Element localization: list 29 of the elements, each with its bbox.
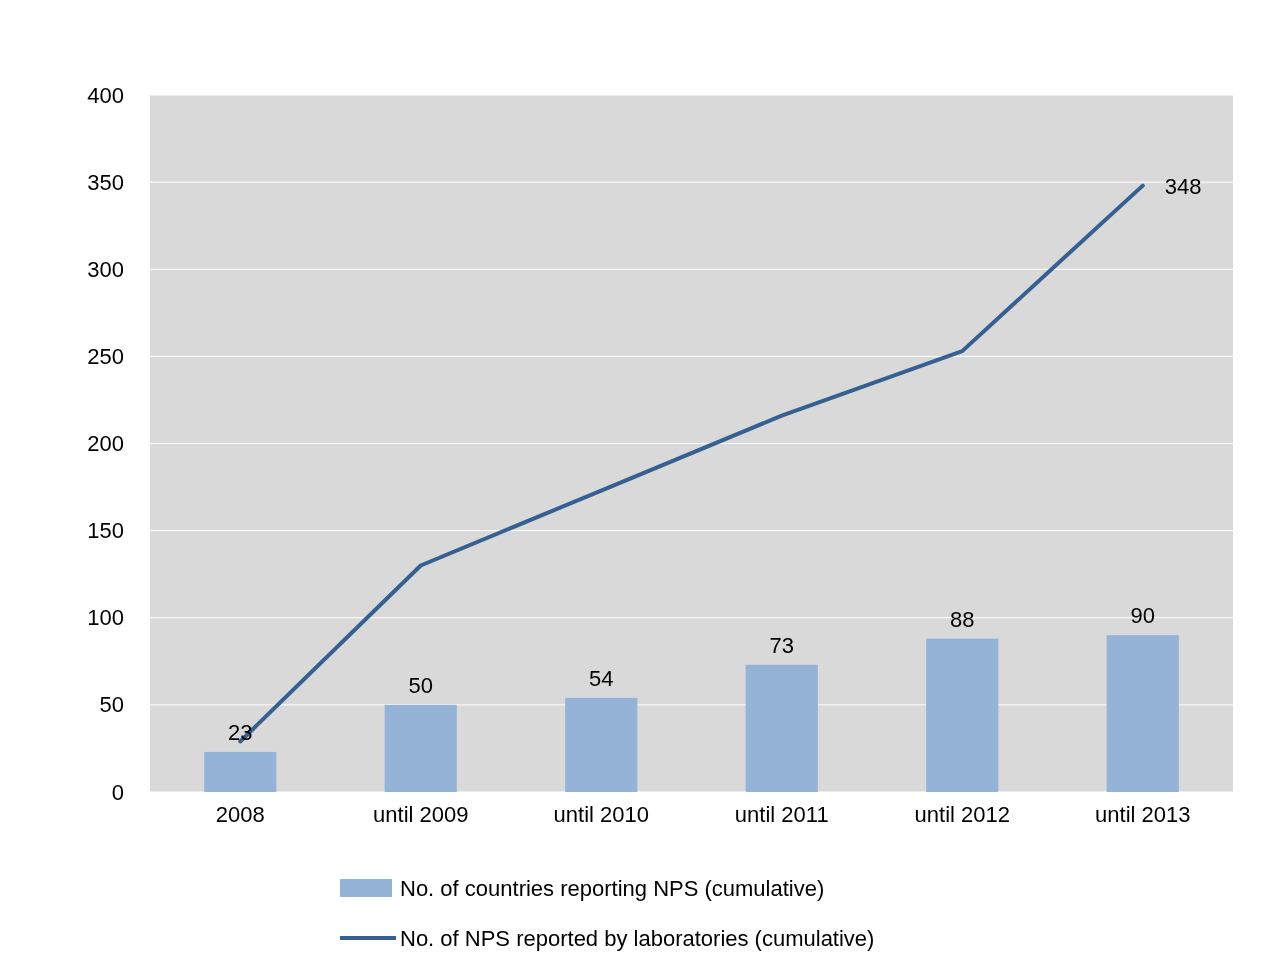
y-tick-label: 300 xyxy=(87,256,124,282)
data-label: 348 xyxy=(1164,173,1202,199)
data-label: 73 xyxy=(769,632,794,658)
y-tick-label: 250 xyxy=(87,343,124,369)
bar xyxy=(926,638,999,792)
bar xyxy=(565,697,638,792)
y-tick-label: 400 xyxy=(87,82,124,108)
y-tick-label: 0 xyxy=(111,779,124,805)
y-tick-label: 200 xyxy=(87,431,124,457)
y-tick-label: 150 xyxy=(87,518,124,544)
x-tick-label: until 2011 xyxy=(734,801,829,827)
y-tick-label: 50 xyxy=(99,692,124,718)
data-label: 54 xyxy=(589,665,614,691)
bar xyxy=(204,751,277,792)
data-label: 88 xyxy=(950,606,975,632)
x-tick-label: until 2010 xyxy=(553,801,649,827)
x-tick-label: 2008 xyxy=(215,801,265,827)
bar xyxy=(384,704,457,792)
legend-label: No. of countries reporting NPS (cumulative) xyxy=(400,876,825,901)
bar xyxy=(745,664,818,792)
data-label: 50 xyxy=(408,672,433,698)
y-tick-label: 350 xyxy=(87,169,124,195)
y-tick-label: 100 xyxy=(87,605,124,631)
legend-label: No. of NPS reported by laboratories (cumulative) xyxy=(400,926,875,951)
x-tick-label: until 2013 xyxy=(1095,801,1191,827)
x-tick-label: until 2012 xyxy=(914,801,1010,827)
bar xyxy=(1106,635,1179,792)
x-tick-label: until 2009 xyxy=(373,801,469,827)
data-label: 90 xyxy=(1130,603,1155,629)
